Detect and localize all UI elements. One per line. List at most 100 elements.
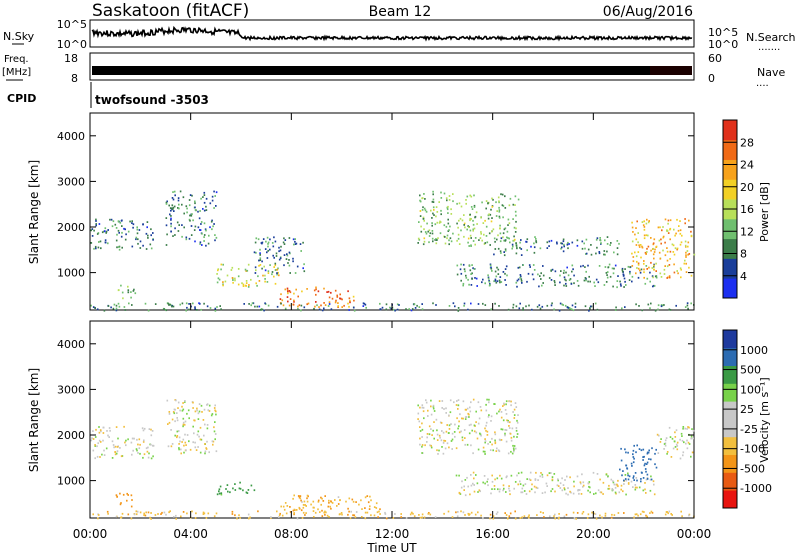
echo-cell-10 [646,251,648,253]
echo-cell-7 [475,474,477,476]
echo-cell-1 [119,503,122,506]
echo-cell-4 [331,297,334,300]
echo-cell-5 [468,514,470,516]
echo-cell-3 [217,277,220,280]
echo-cell-8 [554,284,556,286]
echo-cell-9 [550,239,553,242]
echo-cell-7 [470,206,473,208]
echo-cell-5 [575,517,577,520]
echo-cell-2 [186,211,188,214]
echo-cell-7 [607,487,610,490]
echo-cell-4 [337,306,339,308]
echo-cell-5 [643,511,645,513]
echo-cell-6 [687,307,689,310]
echo-cell-6 [668,308,671,311]
echo-cell-9 [512,245,514,248]
echo-cell-5 [283,254,286,256]
echo-cell-7 [424,198,426,200]
echo-cell-0 [121,246,123,249]
echo-cell-6 [510,400,512,403]
echo-cell-6 [458,425,460,428]
echo-cell-0 [135,236,138,239]
echo-cell-5 [521,516,523,519]
echo-cell-4 [287,300,289,303]
echo-cell-4 [341,298,343,301]
echo-cell-7 [463,224,465,226]
echo-cell-6 [661,304,664,307]
echo-cell-5 [462,511,465,514]
echo-cell-7 [614,491,617,494]
echo-cell-2 [178,436,181,439]
echo-cell-5 [149,516,151,519]
echo-cell-8 [487,274,489,277]
echo-cell-6 [510,439,513,442]
echo-cell-0 [93,247,95,250]
echo-cell-7 [432,206,435,209]
echo-cell-7 [424,231,427,233]
echo-cell-5 [253,251,256,254]
echo-cell-9 [546,247,549,249]
echo-cell-8 [584,277,587,279]
echo-cell-10 [683,262,686,265]
echo-cell-7 [491,197,493,200]
echo-cell-8 [496,280,499,283]
echo-cell-2 [174,227,176,230]
echo-cell-4 [293,299,295,302]
echo-cell-5 [681,515,683,518]
time-axis-labels: 00:00 04:00 08:00 12:00 16:00 20:00 00:00 [73,527,712,541]
echo-cell-2 [173,190,176,193]
echo-cell-2 [210,414,213,417]
echo-cell-6 [567,307,570,309]
echo-cell-10 [684,259,686,262]
colorbar-swatch-5 [723,401,737,420]
echo-cell-2 [185,205,188,208]
echo-cell-4 [317,508,319,511]
echo-cell-2 [170,215,172,217]
nsearch-tick-top: 10^5 [708,26,738,39]
echo-cell-7 [526,478,528,480]
echo-cell-2 [215,450,218,453]
echo-cell-8 [648,449,650,452]
echo-cell-0 [94,436,97,438]
echo-cell-8 [527,272,530,275]
echo-cell-10 [679,243,682,246]
echo-cell-0 [105,230,108,233]
echo-cell-0 [95,218,97,221]
echo-cell-9 [503,254,506,257]
echo-cell-6 [424,444,426,447]
echo-cell-7 [499,232,502,235]
echo-cell-5 [267,241,270,244]
echo-cell-7 [445,197,448,200]
echo-cell-0 [99,429,102,431]
echo-cell-9 [659,441,662,443]
echo-cell-3 [232,281,234,284]
echo-cell-8 [460,263,462,266]
echo-cell-5 [296,517,299,520]
colorbar-swatch-6 [723,383,737,402]
echo-cell-9 [681,439,684,442]
echo-cell-6 [451,438,454,441]
colorbar-tick-label-0: -1000 [740,482,772,495]
echo-cell-9 [562,240,565,243]
echo-cell-5 [278,250,280,253]
echo-cell-8 [489,264,492,267]
echo-cell-2 [215,191,218,194]
echo-cell-6 [504,434,506,437]
echo-cell-8 [495,275,498,278]
echo-cell-6 [510,404,512,407]
echo-cell-4 [327,505,330,508]
echo-cell-3 [258,280,261,282]
echo-cell-2 [204,450,207,453]
echo-cell-6 [509,421,511,424]
echo-cell-7 [434,223,437,226]
echo-cell-8 [597,281,600,284]
echo-cell-0 [152,444,154,447]
echo-cell-7 [589,486,591,489]
echo-cell-7 [490,492,492,495]
echo-cell-2 [181,224,183,226]
echo-cell-10 [684,218,686,220]
echo-cell-7 [536,487,539,489]
echo-cell-7 [491,480,494,483]
echo-cell-0 [109,429,111,432]
echo-cell-9 [566,243,569,246]
